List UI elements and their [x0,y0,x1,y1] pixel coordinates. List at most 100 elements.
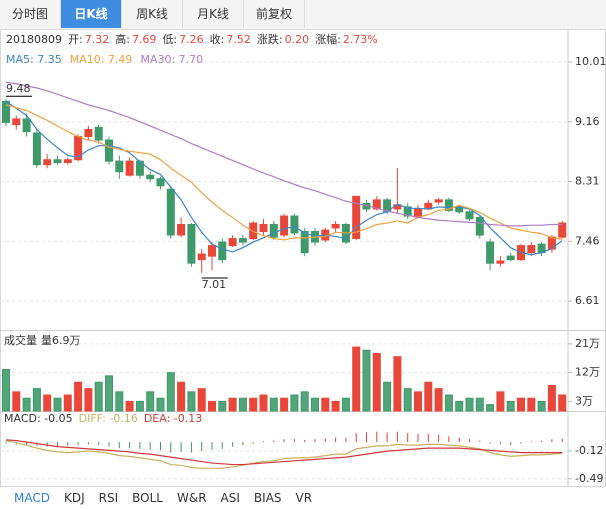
candle-body [166,188,175,236]
period-tab[interactable]: 月K线 [183,0,244,28]
info-value: 7.52 [226,33,251,46]
volume-bar [372,352,381,412]
volume-bar [547,384,556,412]
volume-bar [290,394,299,412]
legend-entry: DEA: -0.13 [144,412,202,425]
volume-bar [465,397,474,412]
indicator-tab[interactable]: BIAS [253,491,282,505]
volume-bar [43,394,52,412]
volume-bar [383,381,392,412]
volume-bar [331,400,340,412]
volume-bar [208,400,216,412]
legend: MACD: -0.05 DIFF: -0.16 DEA: -0.13 [4,412,202,425]
candle-body [177,223,186,236]
volume-bar [259,394,268,412]
volume-bar [53,397,62,412]
volume-bar [362,349,371,412]
indicator-tab[interactable]: BOLL [132,491,163,505]
annotation: 9.48 [6,82,31,95]
candle-body [475,216,484,236]
y-tick-label: 10.01 [575,55,606,68]
volume-bar [506,400,515,412]
indicator-tab[interactable]: RSI [98,491,119,505]
volume-bar [63,394,72,412]
date: 20180809 [6,33,62,46]
volume-bar [558,394,567,412]
info-value: 7.32 [85,33,110,46]
title: 成交量 [4,333,37,347]
candle-body [269,223,278,238]
indicator-tab[interactable]: MACD [14,491,50,505]
candle-body [352,195,361,240]
volume-bar [177,381,186,412]
y-tick-label: 3万 [575,394,593,407]
volume-bar [527,397,536,412]
y-tick-label: 6.61 [575,294,600,307]
legend-entry: MA5: 7.35 [6,53,62,66]
indicator-tab[interactable]: VR [295,491,313,505]
legend-entry: MA30: 7.70 [140,53,203,66]
volume-bar [414,391,422,412]
volume-bar [2,368,10,412]
y-tick-label: 21万 [575,337,600,350]
info-value: 2.73% [343,33,378,46]
volume-bar [444,394,453,412]
indicator-tab[interactable]: ASI [220,491,240,505]
line [5,440,563,469]
candle-body [444,199,453,211]
candle-body [290,215,299,234]
volume-bar [156,397,165,412]
y-tick-label: 8.31 [575,175,600,188]
info-line: 20180809 开: 7.32 高: 7.69 低: 7.26 收: 7.52 涨跌: 0.20 涨… [6,32,378,46]
volume-bar [352,346,361,412]
period-tab[interactable]: 周K线 [122,0,183,28]
volume-bar [424,381,433,412]
volume-bar [537,400,546,412]
candle-body [506,255,515,261]
period-tab[interactable]: 前复权 [244,0,305,28]
candle-body [486,241,495,264]
candle-body [197,253,206,261]
info-value: 7.26 [179,33,204,46]
candle-body [146,174,155,180]
info-label: 涨幅: [315,33,341,46]
legend-entry: MA10: 7.49 [70,53,133,66]
legend-entry: MACD: -0.05 [4,412,73,425]
line [5,81,563,227]
period-tabs: 分时图 日K线 周K线 月K线 前复权 [0,0,606,30]
candle-body [259,223,268,233]
volume-bar [475,397,484,412]
volume-bar [228,397,237,412]
candle-body [558,222,567,238]
info-label: 涨跌: [257,32,283,46]
candle-body [63,159,72,164]
info-label: 收: [210,32,225,46]
candle-body [125,160,134,176]
line [5,104,563,241]
indicator-tab[interactable]: KDJ [63,491,85,505]
candle-body [156,178,165,187]
line [5,100,563,256]
info-value: 7.69 [132,33,157,46]
candle-body [547,236,556,250]
y-tick-label: -0.12 [575,444,603,457]
candle-body [280,215,289,236]
volume-bar [455,400,464,412]
volume-bar [12,391,21,412]
volume-bar [146,391,155,412]
candle-body [228,238,237,247]
candle-body [434,199,443,203]
candle-body [105,139,113,162]
period-tab[interactable]: 日K线 [61,0,122,28]
candle-body [187,223,196,264]
candle-body [22,118,31,133]
candle-body [331,223,340,229]
indicator-tab[interactable]: W&R [176,491,207,505]
volume-bar [94,381,103,412]
candle-body [12,118,21,126]
info-label: 高: [115,32,130,46]
period-tab[interactable]: 分时图 [0,0,61,28]
subtitle: 量6.9万 [41,334,81,347]
volume-bar [393,356,402,412]
candle-body [43,159,52,166]
